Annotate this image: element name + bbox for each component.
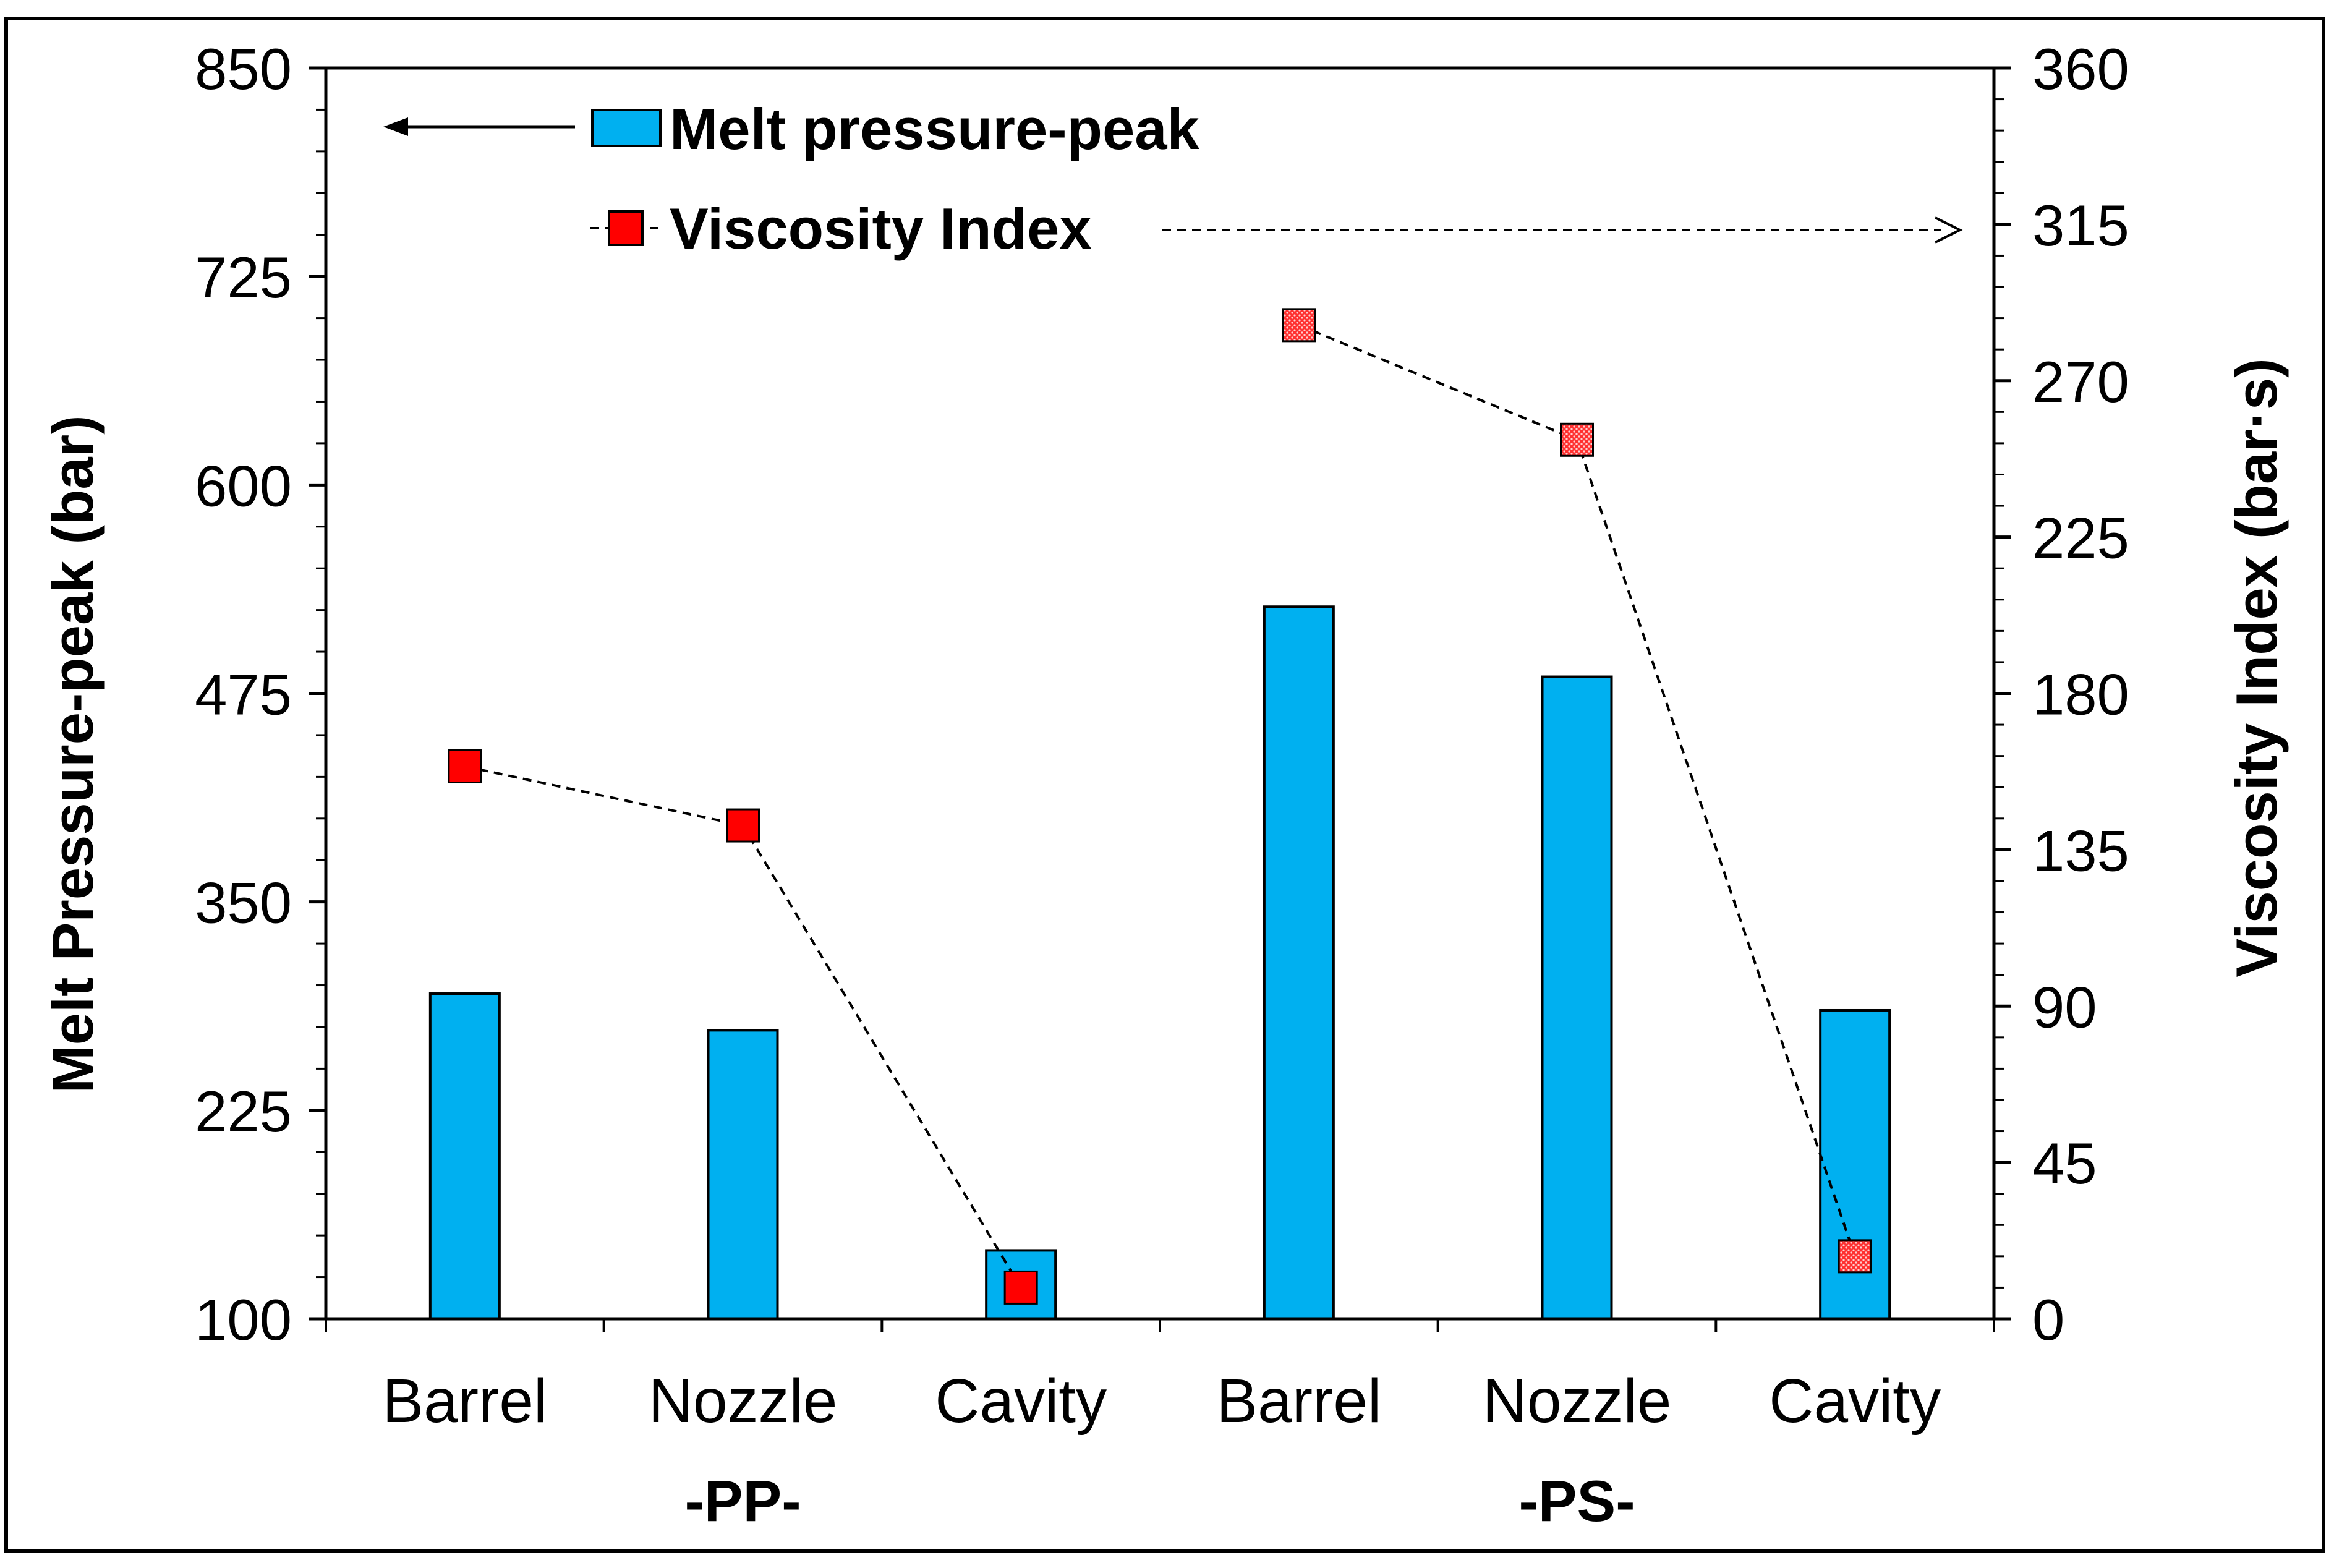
category-label: Barrel [382, 1366, 547, 1436]
bar-melt-pressure [707, 1029, 779, 1320]
right-tick-label: 360 [2032, 36, 2129, 101]
left-tick-label: 475 [195, 662, 292, 727]
legend-swatch-marker [608, 210, 644, 246]
left-axis-title: Melt Pressure-peak (bar) [40, 415, 105, 1093]
category-label: Cavity [935, 1366, 1107, 1436]
left-tick-label: 350 [195, 871, 292, 935]
viscosity-marker [726, 808, 760, 843]
left-tick-label: 725 [195, 245, 292, 310]
legend-label-bar: Melt pressure-peak [670, 96, 1200, 161]
viscosity-marker [1003, 1270, 1038, 1305]
legend-label-marker: Viscosity Index [670, 196, 1092, 261]
left-tick-label: 225 [195, 1079, 292, 1144]
left-tick-label: 600 [195, 453, 292, 518]
right-tick-label: 180 [2032, 662, 2129, 727]
right-axis-title: Viscosity Index (bar·s) [2224, 358, 2289, 977]
right-tick-label: 270 [2032, 349, 2129, 414]
category-label: Nozzle [1483, 1366, 1672, 1436]
right-tick-label: 315 [2032, 193, 2129, 258]
right-tick-label: 45 [2032, 1131, 2097, 1196]
group-label: -PS- [1519, 1468, 1635, 1533]
bar-melt-pressure [1541, 675, 1613, 1320]
left-tick-label: 850 [195, 36, 292, 101]
category-label: Barrel [1216, 1366, 1381, 1436]
bar-melt-pressure [428, 992, 501, 1320]
legend-swatch-bar [591, 109, 662, 147]
left-tick-label: 100 [195, 1287, 292, 1352]
viscosity-marker [1282, 308, 1316, 343]
right-tick-label: 90 [2032, 974, 2097, 1039]
group-label: -PP- [685, 1468, 801, 1533]
viscosity-marker [448, 749, 482, 784]
viscosity-marker [1838, 1239, 1872, 1274]
left-arrowhead [383, 117, 408, 136]
bar-melt-pressure [1263, 605, 1335, 1320]
category-label: Cavity [1769, 1366, 1941, 1436]
viscosity-marker [1560, 422, 1594, 457]
right-tick-label: 225 [2032, 506, 2129, 571]
legend: Melt pressure-peak Viscosity Index [383, 96, 1963, 261]
right-tick-label: 135 [2032, 818, 2129, 883]
right-arrowhead [1935, 216, 1963, 244]
category-label: Nozzle [649, 1366, 838, 1436]
right-tick-label: 0 [2032, 1287, 2064, 1352]
chart-border [4, 17, 2325, 1553]
